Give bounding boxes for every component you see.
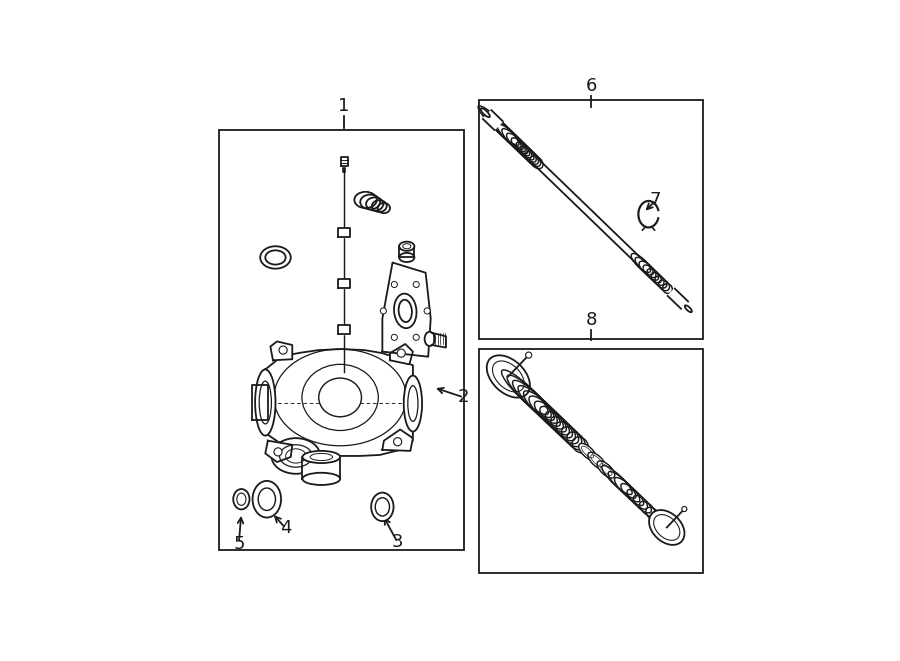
Ellipse shape [392, 334, 398, 340]
Polygon shape [252, 385, 268, 420]
Ellipse shape [682, 506, 687, 512]
Ellipse shape [579, 444, 597, 461]
Polygon shape [338, 228, 350, 237]
Polygon shape [266, 441, 292, 462]
Polygon shape [302, 457, 340, 479]
Ellipse shape [255, 369, 275, 436]
Polygon shape [382, 430, 413, 451]
Polygon shape [338, 325, 350, 334]
Bar [479, 100, 703, 339]
Polygon shape [432, 332, 446, 348]
Ellipse shape [649, 510, 685, 545]
Ellipse shape [371, 492, 393, 521]
Ellipse shape [393, 438, 401, 446]
Ellipse shape [381, 308, 386, 314]
Ellipse shape [392, 282, 398, 288]
Ellipse shape [404, 375, 422, 432]
Polygon shape [483, 110, 503, 130]
Ellipse shape [260, 247, 291, 268]
Polygon shape [270, 342, 292, 360]
Text: 3: 3 [392, 533, 403, 551]
Polygon shape [390, 344, 413, 364]
Ellipse shape [319, 378, 362, 417]
Polygon shape [668, 289, 688, 309]
Ellipse shape [481, 108, 490, 117]
Text: 6: 6 [585, 77, 597, 95]
Text: 4: 4 [280, 520, 292, 537]
Text: 2: 2 [458, 389, 470, 407]
Ellipse shape [424, 308, 430, 314]
Polygon shape [266, 349, 413, 456]
Bar [220, 130, 464, 550]
Ellipse shape [302, 473, 340, 485]
Ellipse shape [274, 447, 282, 456]
Polygon shape [382, 262, 431, 357]
Ellipse shape [233, 489, 249, 510]
Ellipse shape [526, 352, 532, 358]
Polygon shape [340, 157, 347, 166]
Ellipse shape [597, 461, 615, 478]
Ellipse shape [425, 332, 435, 346]
Ellipse shape [400, 242, 414, 251]
Ellipse shape [253, 481, 281, 518]
Ellipse shape [302, 451, 340, 463]
Text: 1: 1 [338, 97, 350, 115]
Ellipse shape [413, 282, 419, 288]
Ellipse shape [400, 253, 414, 262]
Polygon shape [338, 279, 350, 288]
Text: 8: 8 [585, 311, 597, 329]
Polygon shape [532, 158, 644, 266]
Text: 5: 5 [233, 535, 245, 553]
Ellipse shape [685, 305, 692, 312]
Ellipse shape [394, 293, 417, 328]
Ellipse shape [487, 356, 530, 398]
Ellipse shape [397, 349, 405, 357]
Ellipse shape [413, 334, 419, 340]
Bar [479, 349, 703, 573]
Ellipse shape [272, 438, 320, 474]
Ellipse shape [588, 452, 606, 469]
Ellipse shape [279, 346, 287, 354]
Polygon shape [400, 247, 414, 258]
Text: 7: 7 [650, 192, 662, 210]
